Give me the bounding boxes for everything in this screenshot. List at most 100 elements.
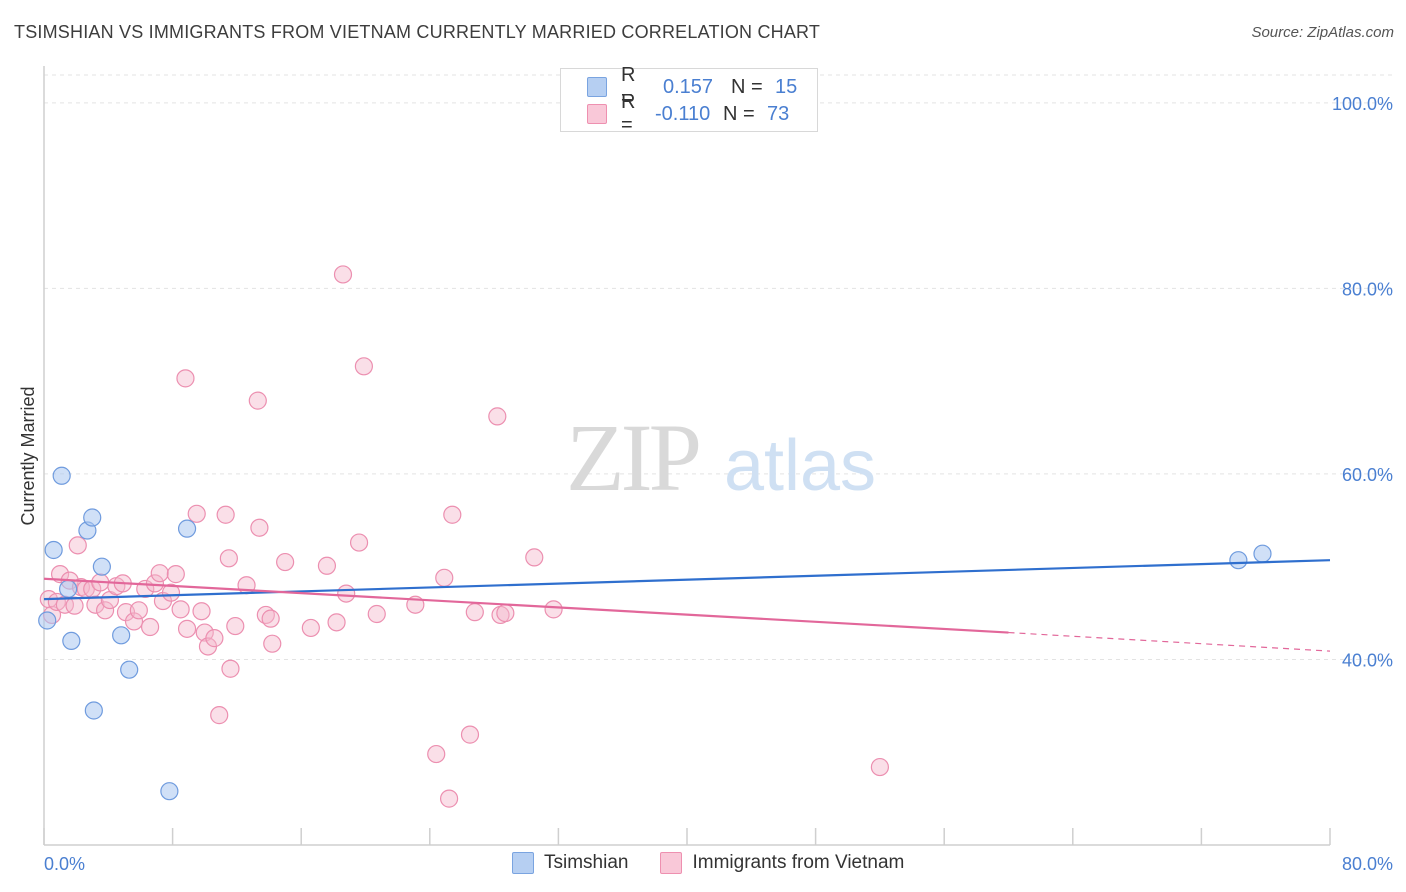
grid-lines xyxy=(44,74,1392,660)
legend-r-value: -0.110 xyxy=(655,102,711,125)
tsimshian-point xyxy=(1229,551,1248,570)
watermark-atlas: atlas xyxy=(724,426,876,506)
vietnam-point xyxy=(226,616,245,636)
vietnam-point xyxy=(187,504,206,523)
tsimshian-point xyxy=(84,701,103,720)
tsimshian-point xyxy=(59,579,78,599)
tsimshian-point xyxy=(62,631,81,651)
source-label: Source: ZipAtlas.com xyxy=(1251,24,1394,41)
vietnam-point xyxy=(86,595,105,614)
vietnam-point xyxy=(192,602,211,621)
vietnam-point xyxy=(248,391,267,410)
legend-swatch-vietnam xyxy=(587,104,607,124)
legend-swatch-tsimshian xyxy=(512,852,534,874)
vietnam-point xyxy=(221,659,240,678)
vietnam-point xyxy=(263,634,282,653)
series-legend: Tsimshian Immigrants from Vietnam xyxy=(512,852,936,874)
vietnam-point xyxy=(124,612,144,631)
trend-lines xyxy=(43,559,1331,652)
legend-swatch-tsimshian xyxy=(587,77,607,97)
legend-n-label: N = xyxy=(731,75,763,98)
vietnam-point xyxy=(333,265,353,284)
vietnam-point xyxy=(496,603,515,623)
vietnam-point xyxy=(870,757,890,777)
chart-title: TSIMSHIAN VS IMMIGRANTS FROM VIETNAM CUR… xyxy=(14,22,821,42)
legend-item-tsimshian: Tsimshian xyxy=(512,852,628,874)
vietnam-point xyxy=(337,584,356,603)
watermark-zip: ZIP xyxy=(566,404,699,511)
y-tick-label: 40.0% xyxy=(1342,650,1393,670)
vietnam-point xyxy=(439,789,459,808)
legend-n-value: 15 xyxy=(775,75,798,98)
vietnam-point xyxy=(443,505,462,524)
vietnam-point xyxy=(250,518,269,537)
vietnam-point xyxy=(488,407,507,426)
x-tick-label-min: 0.0% xyxy=(44,854,85,874)
vietnam-points xyxy=(39,265,890,808)
vietnam-point xyxy=(205,629,224,648)
legend-row-vietnam: R = -0.110 N = 73 xyxy=(587,91,790,136)
vietnam-point xyxy=(171,600,190,619)
tsimshian-point xyxy=(120,660,139,679)
y-tick-label: 60.0% xyxy=(1342,465,1393,485)
tsimshian-point xyxy=(83,508,102,527)
vietnam-point xyxy=(219,549,238,568)
vietnam-trend-line xyxy=(43,577,1009,634)
vietnam-point xyxy=(367,604,386,624)
vietnam-point xyxy=(176,369,195,388)
vietnam-point xyxy=(195,623,214,642)
vietnam-point xyxy=(166,565,185,584)
vietnam-point xyxy=(427,744,446,764)
legend-item-vietnam: Immigrants from Vietnam xyxy=(660,852,904,874)
tsimshian-points xyxy=(38,466,1272,801)
legend-r-label: R = xyxy=(621,91,636,136)
watermark: ZIP atlas xyxy=(566,404,876,511)
tsimshian-point xyxy=(92,557,111,576)
vietnam-point xyxy=(525,548,544,567)
legend-n-value: 73 xyxy=(767,102,790,125)
vietnam-point xyxy=(465,603,484,622)
legend-row-tsimshian: R = 0.157 N = 15 xyxy=(587,64,798,109)
vietnam-point xyxy=(261,609,280,628)
vietnam-point xyxy=(68,536,87,555)
vietnam-point xyxy=(95,601,115,620)
vietnam-point xyxy=(349,533,369,552)
x-tick-label-max: 80.0% xyxy=(1342,854,1393,874)
tsimshian-trend-line xyxy=(43,559,1331,601)
tsimshian-point xyxy=(52,466,71,485)
vietnam-point xyxy=(161,583,181,602)
tsimshian-point xyxy=(160,782,179,801)
vietnam-point xyxy=(65,596,84,615)
tsimshian-point xyxy=(112,626,131,645)
tsimshian-point xyxy=(177,519,197,538)
tsimshian-point xyxy=(1253,544,1272,563)
tsimshian-point xyxy=(38,611,57,630)
legend-label-vietnam: Immigrants from Vietnam xyxy=(692,852,905,873)
vietnam-point xyxy=(276,552,295,572)
legend-r-label: R = xyxy=(621,64,636,109)
vietnam-point xyxy=(544,600,563,619)
vietnam-point xyxy=(210,706,229,725)
vietnam-point xyxy=(435,568,454,587)
vietnam-point xyxy=(460,725,480,744)
vietnam-point xyxy=(301,618,320,638)
vietnam-point xyxy=(129,601,148,620)
y-tick-label: 100.0% xyxy=(1332,94,1393,114)
vietnam-point xyxy=(150,564,169,583)
legend-n-label: N = xyxy=(723,102,755,125)
legend-swatch-vietnam xyxy=(660,852,683,874)
legend-r-value: 0.157 xyxy=(663,75,714,98)
y-axis-title: Currently Married xyxy=(18,386,38,525)
axes xyxy=(43,66,1331,846)
tsimshian-point xyxy=(44,540,63,560)
axis-labels: 40.0% 60.0% 80.0% 100.0% 0.0% 80.0% xyxy=(44,94,1393,874)
vietnam-point xyxy=(354,357,373,376)
vietnam-point xyxy=(327,613,346,632)
vietnam-point xyxy=(216,505,235,524)
vietnam-trend-extension xyxy=(1008,631,1331,652)
legend-label-tsimshian: Tsimshian xyxy=(544,852,629,873)
stats-legend: R = 0.157 N = 15 R = -0.110 N = 73 xyxy=(560,64,818,136)
vietnam-point xyxy=(140,617,160,637)
y-tick-label: 80.0% xyxy=(1342,279,1393,299)
